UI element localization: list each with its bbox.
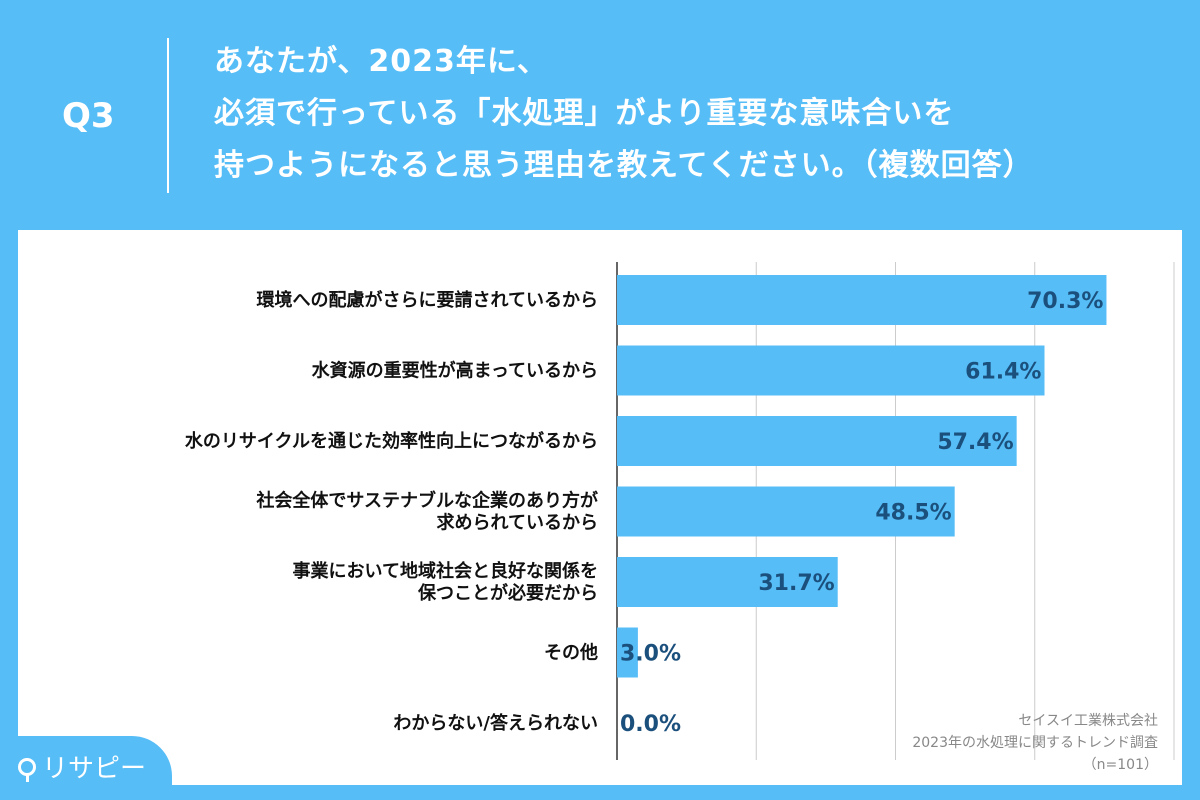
logo: リサピー: [18, 748, 146, 785]
bar: [617, 416, 1017, 466]
logo-text: リサピー: [42, 754, 147, 784]
bar: [617, 345, 1045, 396]
value-label: 70.3%: [1027, 289, 1103, 314]
value-label: 48.5%: [875, 501, 951, 526]
question-number: Q3: [62, 96, 115, 136]
category-label: 水のリサイクルを通じた効率性向上につながるから: [185, 430, 598, 452]
divider: [167, 38, 169, 193]
title-line: あなたが、2023年に、: [214, 44, 548, 79]
value-label: 57.4%: [937, 430, 1013, 455]
bar: [617, 275, 1107, 325]
title-line: 持つようになると思う理由を教えてください。（複数回答）: [214, 148, 1034, 183]
category-label: 水資源の重要性が高まっているから: [312, 360, 598, 382]
value-label: 3.0%: [620, 642, 681, 667]
source-company: セイスイ工業株式会社: [1018, 713, 1158, 729]
bar: [617, 486, 955, 537]
source-sample: （n=101）: [1082, 757, 1158, 773]
category-label: 環境への配慮がさらに要請されているから: [257, 289, 598, 311]
category-label: 求められているから: [437, 512, 598, 534]
category-label: 事業において地域社会と良好な関係を: [293, 560, 598, 582]
bar: [617, 557, 838, 607]
source-note: セイスイ工業株式会社 2023年の水処理に関するトレンド調査 （n=101）: [912, 710, 1158, 776]
value-label: 31.7%: [758, 571, 834, 596]
pin-icon: [18, 757, 36, 782]
source-survey: 2023年の水処理に関するトレンド調査: [912, 735, 1158, 751]
title-line: 必須で行っている「水処理」がより重要な意味合いを: [214, 96, 955, 131]
category-label: 保つことが必要だから: [417, 582, 598, 604]
bar: [617, 627, 638, 678]
category-label: わからない/答えられない: [393, 712, 598, 734]
value-label: 0.0%: [620, 712, 681, 737]
category-label: 社会全体でサステナブルな企業のあり方が: [256, 490, 598, 512]
question-title: あなたが、2023年に、 必須で行っている「水処理」がより重要な意味合いを 持つ…: [214, 36, 1034, 192]
category-label: その他: [544, 642, 598, 664]
value-label: 61.4%: [965, 360, 1041, 385]
